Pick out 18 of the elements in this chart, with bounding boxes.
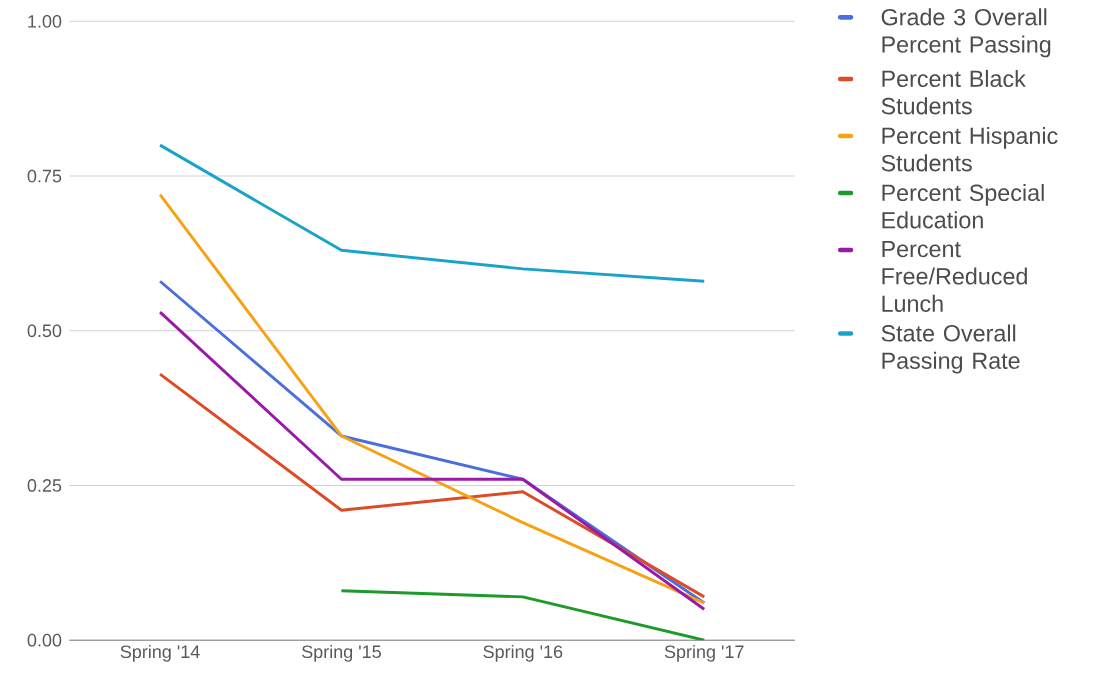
y-tick-label: 0.00	[27, 633, 62, 647]
x-tick-label: Spring '16	[483, 644, 563, 662]
x-tick-label: Spring '15	[302, 644, 381, 662]
line-series	[158, 143, 706, 283]
legend-label: Grade 3 Overall Percent Passing	[881, 8, 1051, 58]
legend-label: Percent Black Students	[881, 69, 1026, 115]
y-tick-label: 0.50	[27, 324, 62, 338]
y-tick-label: 0.75	[27, 169, 62, 183]
y-tick-label: 0.25	[27, 479, 62, 492]
legend-label: Percent Hispanic Students	[881, 126, 1058, 172]
x-tick-label: Spring '14	[120, 644, 200, 662]
legend-label: State Overall Passing Rate	[881, 324, 1020, 374]
y-tick-label: 1.00	[28, 15, 62, 28]
line-series	[158, 372, 706, 599]
legend-label: Percent Free/Reduced Lunch	[882, 241, 1027, 312]
x-tick-label: Spring '17	[664, 644, 744, 662]
legend-label: Percent Special Education	[882, 183, 1044, 229]
line-series	[158, 193, 706, 605]
